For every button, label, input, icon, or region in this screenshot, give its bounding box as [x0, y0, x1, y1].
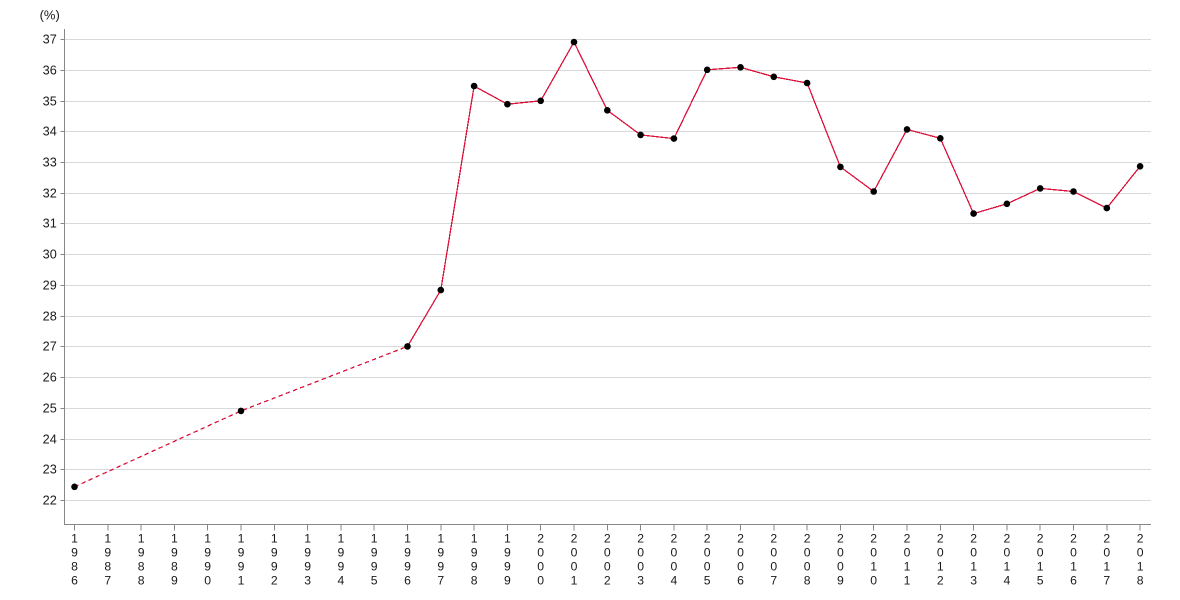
svg-text:30: 30 [43, 248, 57, 262]
svg-text:27: 27 [43, 340, 57, 354]
svg-text:31: 31 [43, 217, 57, 231]
svg-text:25: 25 [43, 402, 57, 416]
svg-text:29: 29 [43, 279, 57, 293]
svg-text:(%): (%) [40, 8, 60, 23]
svg-text:28: 28 [43, 310, 57, 324]
svg-text:36: 36 [43, 64, 57, 78]
svg-text:35: 35 [43, 95, 57, 109]
svg-text:22: 22 [43, 494, 57, 508]
svg-text:24: 24 [43, 433, 57, 447]
svg-text:26: 26 [43, 371, 57, 385]
svg-text:34: 34 [43, 125, 57, 139]
svg-text:37: 37 [43, 33, 57, 47]
svg-text:32: 32 [43, 187, 57, 201]
svg-text:23: 23 [43, 463, 57, 477]
svg-text:33: 33 [43, 156, 57, 170]
